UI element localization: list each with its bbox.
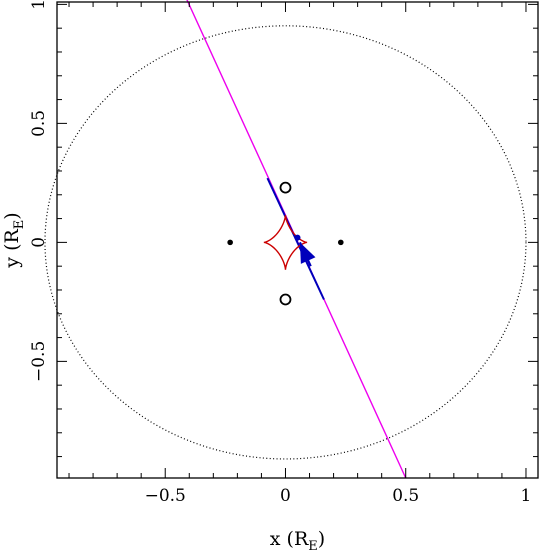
y-axis-label-close: ) [1, 212, 23, 219]
lens-mass-point [227, 239, 233, 246]
ticks-layer [57, 2, 538, 478]
lens-mass-point [337, 239, 344, 246]
y-tick-label: −0.5 [29, 341, 49, 382]
tick-labels-layer: −0.5 0 0.5 1 −0.5 0 0.5 1 [29, 0, 531, 506]
direction-arrow-head [299, 242, 316, 264]
x-tick-label: 1 [521, 486, 532, 506]
image-position-circle [279, 293, 292, 306]
y-axis-label: y (RE) [1, 212, 27, 268]
image-position-circle [279, 181, 292, 194]
y-tick-label: 1 [29, 0, 49, 10]
y-tick-label: 0 [29, 237, 49, 248]
plot-frame [56, 1, 539, 479]
y-tick-label: 0.5 [29, 110, 49, 137]
points-layer [227, 181, 344, 306]
caustic-layer [263, 214, 308, 270]
caustic-curve [263, 214, 308, 270]
x-axis-label-main: x (R [270, 528, 309, 550]
einstein-ring [44, 25, 527, 460]
x-tick-label: 0.5 [392, 486, 419, 506]
x-axis-label: x (RE) [270, 528, 325, 554]
y-axis-label-main: y (R [1, 229, 23, 269]
y-axis-label-sub: E [12, 220, 27, 230]
source-point [294, 234, 301, 241]
einstein-ring-layer [44, 25, 527, 460]
x-tick-label: 0 [280, 486, 291, 506]
x-axis-label-sub: E [308, 539, 318, 554]
x-axis-label-close: ) [318, 528, 325, 550]
x-tick-label: −0.5 [145, 486, 186, 506]
